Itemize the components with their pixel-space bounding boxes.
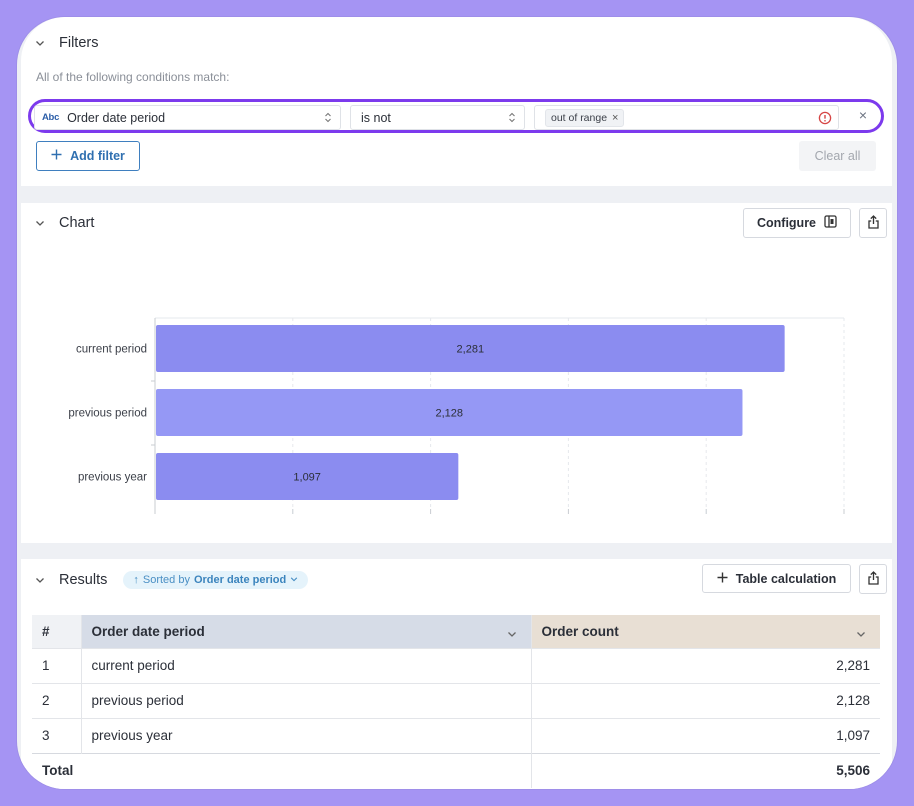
filters-title: Filters	[59, 35, 99, 51]
table-row[interactable]: 3 previous year 1,097	[32, 717, 880, 753]
sort-field: Order date period	[193, 574, 287, 586]
bar-value-label: 2,281	[457, 344, 485, 356]
arrow-up-icon: ↑	[133, 574, 139, 586]
plus-icon	[717, 572, 728, 586]
column-header-label: Order date period	[91, 623, 205, 639]
value-chip-label: out of range	[551, 111, 608, 124]
table-calculation-label: Table calculation	[735, 571, 837, 586]
row-count: 2,281	[530, 647, 880, 683]
bar-value-label: 2,128	[435, 408, 463, 420]
updown-icon	[508, 112, 516, 126]
results-title: Results	[59, 572, 108, 588]
sort-prefix: Sorted by	[142, 574, 190, 586]
bar-value-label: 1,097	[293, 472, 321, 484]
clear-all-button[interactable]: Clear all	[799, 141, 876, 171]
chart-header[interactable]: Chart	[35, 215, 94, 231]
updown-icon	[324, 112, 332, 126]
row-period: previous period	[80, 682, 531, 718]
results-header[interactable]: Results ↑ Sorted by Order date period	[35, 571, 309, 589]
configure-button[interactable]: Configure	[743, 208, 851, 238]
operator-select[interactable]: is not	[350, 105, 525, 130]
chevron-down-icon[interactable]	[35, 38, 45, 48]
row-count: 1,097	[530, 717, 880, 753]
add-filter-button[interactable]: Add filter	[36, 141, 140, 171]
bar-chart: current period 2,281 previous period 2,128 p…	[68, 317, 845, 514]
column-header-order-count[interactable]: Order count	[530, 615, 880, 648]
chevron-down-icon[interactable]	[35, 575, 45, 585]
category-label: current period	[76, 344, 147, 356]
column-header-order-date-period[interactable]: Order date period	[80, 615, 531, 648]
chart-share-button[interactable]	[859, 208, 887, 238]
table-row[interactable]: 2 previous period 2,128	[32, 682, 880, 718]
filters-header[interactable]: Filters	[35, 35, 98, 51]
chevron-down-icon[interactable]	[35, 218, 45, 228]
filter-row: Abc Order date period is not out of rang…	[28, 99, 884, 133]
row-count: 2,128	[530, 682, 880, 718]
category-label: previous period	[68, 408, 147, 420]
operator-select-value: is not	[361, 110, 391, 125]
chevron-down-icon[interactable]	[507, 627, 517, 642]
chevron-down-icon	[290, 574, 298, 586]
share-icon	[867, 570, 880, 588]
table-calculation-button[interactable]: Table calculation	[702, 564, 851, 593]
row-period: current period	[80, 647, 531, 683]
table-row[interactable]: 1 current period 2,281	[32, 647, 880, 683]
bar-previous-period	[156, 389, 743, 436]
filters-panel: Filters All of the following conditions …	[21, 17, 892, 186]
app-window: Filters All of the following conditions …	[17, 17, 897, 789]
row-index: 2	[32, 682, 81, 718]
row-index: 3	[32, 717, 81, 753]
plus-icon	[51, 149, 62, 163]
bar-previous-year	[156, 453, 459, 500]
row-period: previous year	[80, 717, 531, 753]
text-type-icon: Abc	[42, 112, 60, 123]
field-select[interactable]: Abc Order date period	[34, 105, 341, 130]
field-select-value: Order date period	[67, 110, 166, 125]
value-chip: out of range ×	[545, 108, 625, 127]
filters-subtitle: All of the following conditions match:	[36, 70, 230, 84]
total-value: 5,506	[530, 752, 880, 788]
panel-layout-icon	[824, 215, 837, 231]
share-icon	[867, 214, 880, 232]
chevron-down-icon[interactable]	[856, 627, 866, 642]
column-header-index[interactable]: #	[32, 615, 81, 648]
chart-panel: Chart Configure current period 2,281 previ…	[21, 203, 892, 543]
chip-remove-icon[interactable]: ×	[612, 111, 619, 124]
bar-current-period	[156, 325, 785, 372]
sort-pill[interactable]: ↑ Sorted by Order date period	[123, 571, 309, 589]
value-input[interactable]: out of range ×	[534, 105, 839, 130]
configure-label: Configure	[756, 216, 817, 230]
results-table: # Order date period Order count	[32, 615, 880, 788]
results-panel: Results ↑ Sorted by Order date period Ta…	[21, 559, 892, 789]
chart-title: Chart	[59, 215, 95, 231]
results-share-button[interactable]	[859, 564, 887, 594]
add-filter-label: Add filter	[70, 149, 125, 163]
remove-filter-icon[interactable]: ×	[858, 107, 867, 123]
total-row: Total 5,506	[32, 752, 880, 788]
column-header-label: Order count	[541, 623, 619, 639]
total-label: Total	[32, 752, 531, 788]
error-icon	[818, 111, 832, 128]
category-label: previous year	[78, 472, 147, 484]
row-index: 1	[32, 647, 81, 683]
